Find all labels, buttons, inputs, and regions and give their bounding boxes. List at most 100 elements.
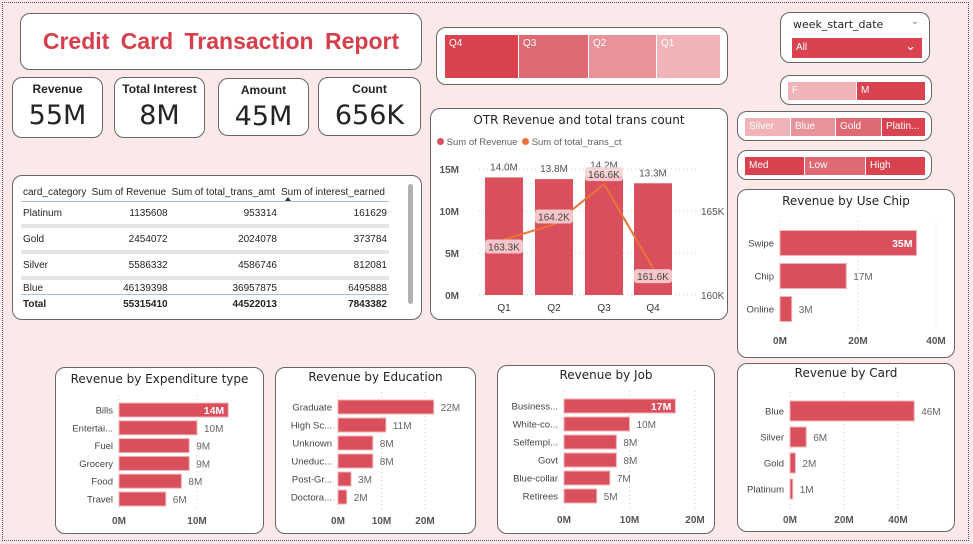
slicer-option-m[interactable]: M — [857, 82, 926, 100]
chevron-down-icon[interactable]: ⌄ — [910, 16, 919, 27]
bar — [563, 452, 617, 468]
data-label: 14.2M — [590, 161, 618, 172]
kpi-value: 656K — [334, 100, 405, 131]
slicer-option-q1[interactable]: Q1 — [657, 35, 721, 78]
category-label: Fuel — [95, 441, 113, 452]
slicer-option-q3[interactable]: Q3 — [519, 35, 589, 78]
data-label-bg — [535, 209, 573, 224]
legend-item[interactable]: Sum of Revenue — [446, 137, 518, 148]
slicer-option-high[interactable]: High — [866, 157, 926, 175]
chart-legend: Sum of Revenue Sum of total_trans_ct — [437, 137, 621, 148]
category-label: Govt — [538, 456, 558, 467]
cell: 5586332 — [89, 252, 170, 280]
data-label: 22M — [441, 403, 460, 414]
cell: 4586746 — [169, 252, 279, 280]
slicer-option-med[interactable]: Med — [745, 157, 805, 175]
x-tick-label: 0M — [331, 516, 345, 527]
category-label: Chip — [754, 272, 774, 283]
slicer-option-silver[interactable]: Silver — [745, 118, 791, 136]
column-header[interactable]: Sum of total_trans_amt — [169, 184, 279, 202]
bar — [563, 398, 676, 414]
category-label: Bills — [96, 406, 114, 417]
data-label: 6M — [173, 495, 187, 506]
y-tick-label: 5M — [445, 249, 459, 260]
table-row: Silver 5586332 4586746 812081 — [21, 252, 389, 280]
bar-plot: 0M 20M 40M Swipe 35M Chip 17M Online 3M — [747, 220, 946, 347]
bar — [118, 455, 190, 471]
otr-revenue-chart: OTR Revenue and total trans count Sum of… — [430, 108, 728, 320]
data-label: 5M — [604, 492, 618, 503]
x-tick-label: 10M — [620, 515, 639, 526]
data-label: 7M — [617, 474, 631, 485]
sort-ascending-icon — [285, 197, 291, 201]
bar — [118, 420, 198, 436]
data-label: 6M — [813, 433, 827, 444]
slicer-option-low[interactable]: Low — [805, 157, 866, 175]
bar — [337, 453, 374, 469]
data-label: 13.8M — [540, 164, 568, 175]
data-label-bg — [485, 239, 523, 254]
chart-title: Revenue by Job — [559, 368, 653, 382]
week-dropdown[interactable]: All ⌄ — [792, 38, 922, 58]
slicer-option-q2[interactable]: Q2 — [589, 35, 657, 78]
cell: 1135608 — [89, 201, 170, 228]
data-label: 8M — [380, 439, 394, 450]
slicer-option-f[interactable]: F — [788, 82, 857, 100]
bar-plot: 0M 20M 40M Blue 46M Silver 6M Gold 2M Platinum 1M — [747, 392, 941, 526]
chart-title: Revenue by Expenditure type — [70, 372, 249, 386]
category-label: Gold — [764, 459, 784, 470]
category-label: White-co... — [513, 420, 558, 431]
data-label: 8M — [623, 438, 637, 449]
kpi-label: Count — [352, 82, 387, 96]
bar — [563, 434, 617, 450]
legend-marker — [437, 138, 444, 145]
kpi-value: 8M — [139, 100, 180, 131]
x-tick-label: 0M — [112, 516, 126, 527]
gender-slicer: F M — [780, 75, 932, 105]
bar — [337, 471, 352, 487]
data-label: 1M — [800, 485, 814, 496]
bar — [789, 452, 796, 474]
kpi-count: Count 656K — [318, 77, 421, 136]
category-label: Online — [747, 305, 774, 316]
column-header[interactable]: Sum of Revenue — [89, 184, 170, 202]
table-scrollbar[interactable] — [408, 184, 413, 304]
slicer-option-q4[interactable]: Q4 — [445, 35, 519, 78]
category-label: Silver — [760, 433, 784, 444]
bar — [118, 438, 190, 454]
slicer-option-gold[interactable]: Gold — [836, 118, 882, 136]
chart-title: Revenue by Card — [794, 366, 898, 380]
data-label: 9M — [196, 442, 210, 453]
legend-marker — [522, 138, 530, 145]
data-label: 46M — [921, 407, 940, 418]
data-label: 164.2K — [538, 212, 570, 223]
data-label: 9M — [196, 459, 210, 470]
x-tick-label: 0M — [773, 336, 787, 347]
y-tick-label: 15M — [440, 165, 459, 176]
x-tick-label: Q3 — [597, 303, 611, 314]
column-header[interactable]: card_category — [21, 184, 90, 202]
data-label: 2M — [802, 459, 816, 470]
y2-tick-label: 160K — [701, 291, 725, 302]
x-tick-label: 20M — [834, 515, 853, 526]
legend-item[interactable]: Sum of total_trans_ct — [531, 137, 622, 148]
cell: 44522013 — [169, 294, 279, 315]
bar — [118, 402, 229, 418]
income-slicer: Med Low High — [737, 150, 932, 180]
category-label: Retirees — [523, 492, 559, 503]
bar-plot: 0M 10M Bills 14M Entertai... 10M Fuel 9M Grocery… — [72, 395, 229, 527]
bar — [337, 489, 348, 505]
kpi-value: 45M — [234, 101, 293, 132]
week-start-date-slicer: week_start_date ⌄ All ⌄ — [780, 12, 930, 63]
slicer-option-platinum[interactable]: Platin... — [882, 118, 926, 136]
otr-plot: 0M 5M 10M 15M 160K 165K 14.0M Q1 13.8M Q2 14.2M Q3 1… — [440, 161, 725, 314]
slicer-option-blue[interactable]: Blue — [791, 118, 836, 136]
quarter-slicer: Q4 Q3 Q2 Q1 — [436, 27, 728, 85]
category-label: Blue-collar — [513, 474, 558, 485]
column-header-sorted[interactable]: Sum of interest_earned — [279, 184, 389, 202]
kpi-label: Revenue — [32, 82, 83, 96]
cell: 373784 — [279, 226, 389, 254]
data-label: 14M — [204, 405, 225, 417]
bar-plot: 0M 10M 20M Graduate 22M High Sc... 11M Unknown 8… — [291, 392, 460, 527]
